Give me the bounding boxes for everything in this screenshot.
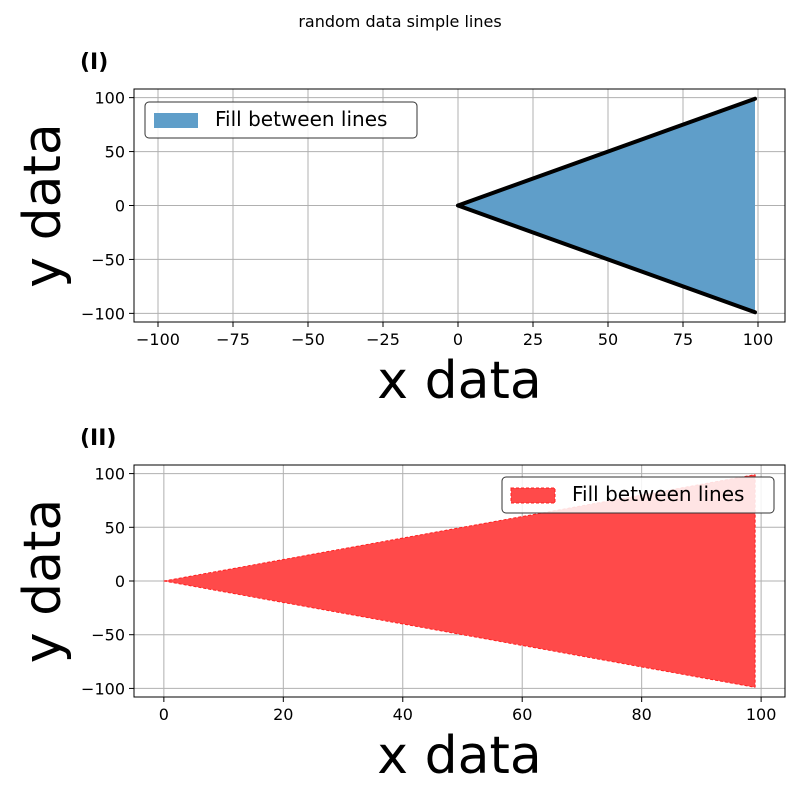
x-tick-label: 25 — [523, 330, 543, 349]
lower-edge-line — [456, 203, 757, 315]
y-axis-label: y data — [13, 499, 73, 663]
x-tick-label: −50 — [291, 330, 325, 349]
x-tick-label: 60 — [512, 705, 532, 724]
legend-swatch — [510, 487, 556, 504]
y-tick-label: 100 — [94, 89, 125, 108]
x-tick-label: −25 — [366, 330, 400, 349]
y-axis-label: y data — [13, 123, 73, 287]
y-tick-label: 100 — [94, 465, 125, 484]
figure-title: random data simple lines — [298, 12, 502, 31]
x-tick-label: 100 — [743, 330, 774, 349]
x-tick-label: 0 — [453, 330, 463, 349]
legend-label: Fill between lines — [215, 107, 387, 131]
x-tick-label: 40 — [393, 705, 413, 724]
panel-label-1: (I) — [80, 50, 109, 75]
x-tick-label: 80 — [631, 705, 651, 724]
x-axis-label: x data — [377, 726, 541, 786]
y-tick-label: −100 — [81, 304, 125, 323]
legend-box — [501, 476, 775, 514]
x-tick-label: −100 — [136, 330, 180, 349]
x-tick-label: 50 — [598, 330, 618, 349]
fill-area — [458, 98, 755, 313]
legend-box — [144, 101, 418, 139]
legend-label: Fill between lines — [572, 482, 744, 506]
fill-area — [163, 474, 756, 688]
y-tick-label: 0 — [115, 197, 125, 216]
x-axis-label: x data — [377, 351, 541, 411]
y-tick-label: −50 — [91, 250, 125, 269]
lower-edge-line — [163, 580, 756, 688]
x-tick-label: −75 — [216, 330, 250, 349]
x-tick-label: 0 — [159, 705, 169, 724]
legend: Fill between lines — [501, 476, 775, 514]
x-tick-label: 75 — [673, 330, 693, 349]
y-tick-label: −100 — [81, 679, 125, 698]
x-tick-label: 100 — [746, 705, 777, 724]
y-tick-label: 50 — [105, 143, 125, 162]
y-tick-label: 0 — [115, 572, 125, 591]
panel-label-2: (II) — [80, 426, 117, 451]
legend: Fill between lines — [144, 101, 418, 139]
upper-edge-line — [456, 96, 757, 208]
y-tick-label: 50 — [105, 518, 125, 537]
y-tick-label: −50 — [91, 626, 125, 645]
x-tick-label: 20 — [273, 705, 293, 724]
legend-swatch — [154, 113, 198, 128]
